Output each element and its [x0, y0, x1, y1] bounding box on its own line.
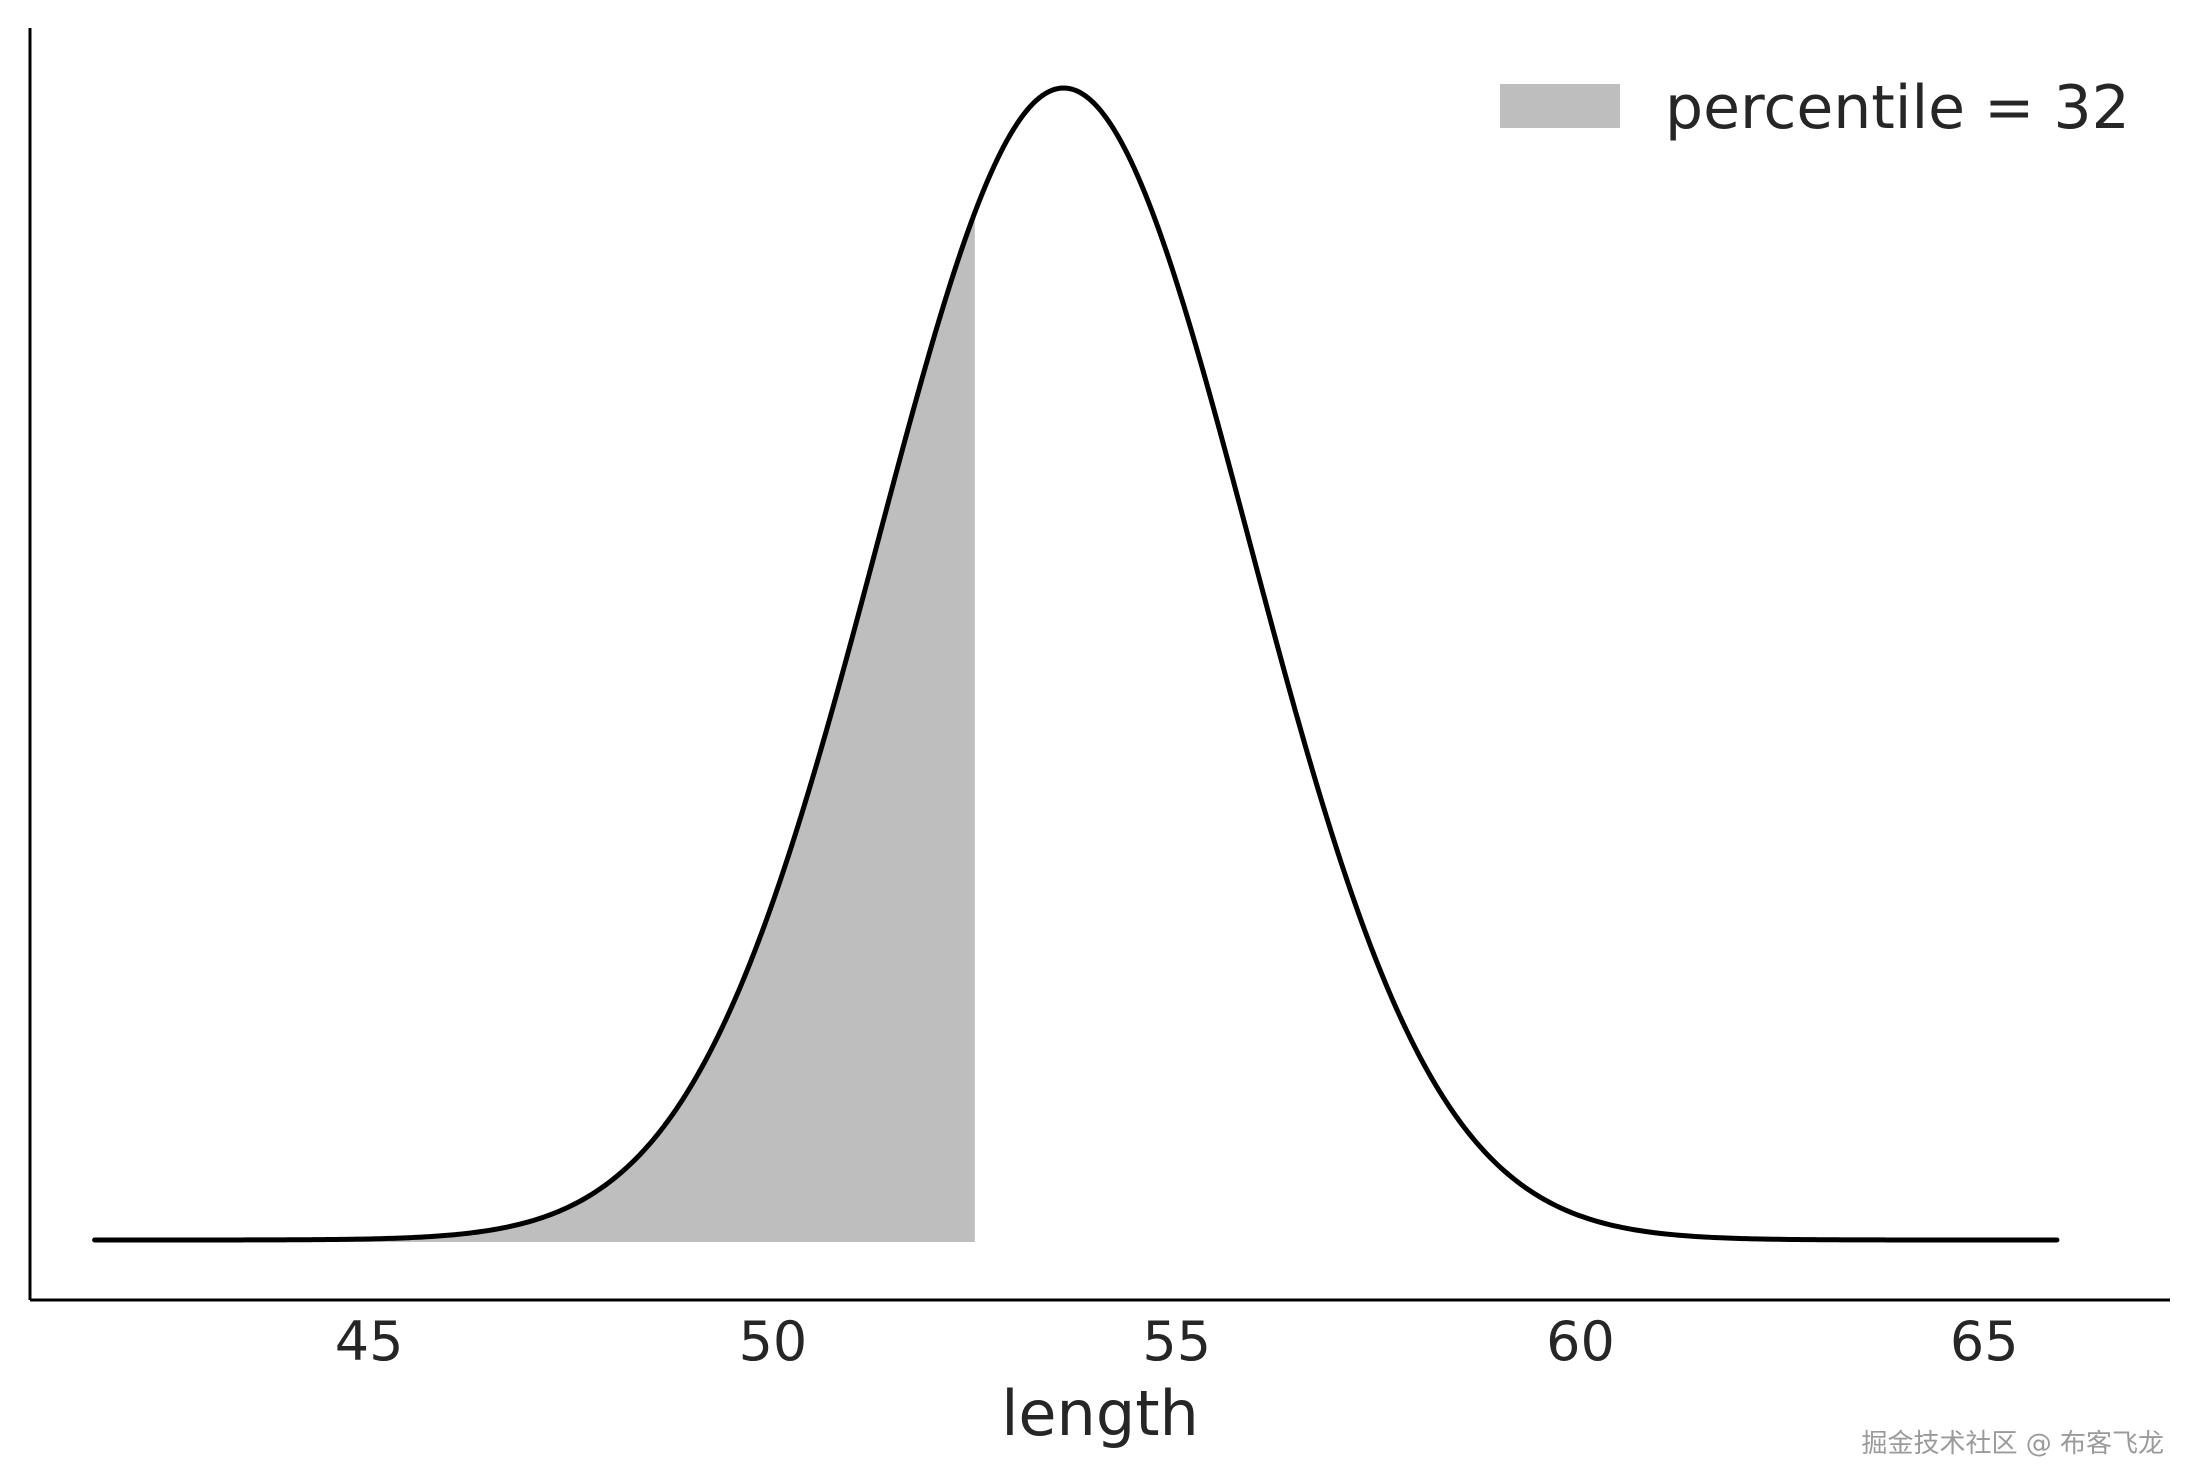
percentile-shaded-area [94, 212, 975, 1242]
x-tick-label-60: 60 [1546, 1310, 1615, 1373]
x-tick-label-65: 65 [1950, 1310, 2019, 1373]
x-tick-label-55: 55 [1142, 1310, 1211, 1373]
x-tick-label-50: 50 [739, 1310, 808, 1373]
watermark: 掘金技术社区 @ 布客飞龙 [1861, 1429, 2164, 1459]
legend-swatch [1500, 84, 1620, 128]
density-curve [92, 85, 2060, 1243]
legend: percentile = 32 [1500, 73, 2130, 143]
x-tick-label-45: 45 [335, 1310, 404, 1373]
legend-label: percentile = 32 [1665, 73, 2130, 143]
x-ticks: 45 50 55 60 65 [335, 1310, 2019, 1373]
x-axis-label: length [1001, 1377, 1199, 1450]
